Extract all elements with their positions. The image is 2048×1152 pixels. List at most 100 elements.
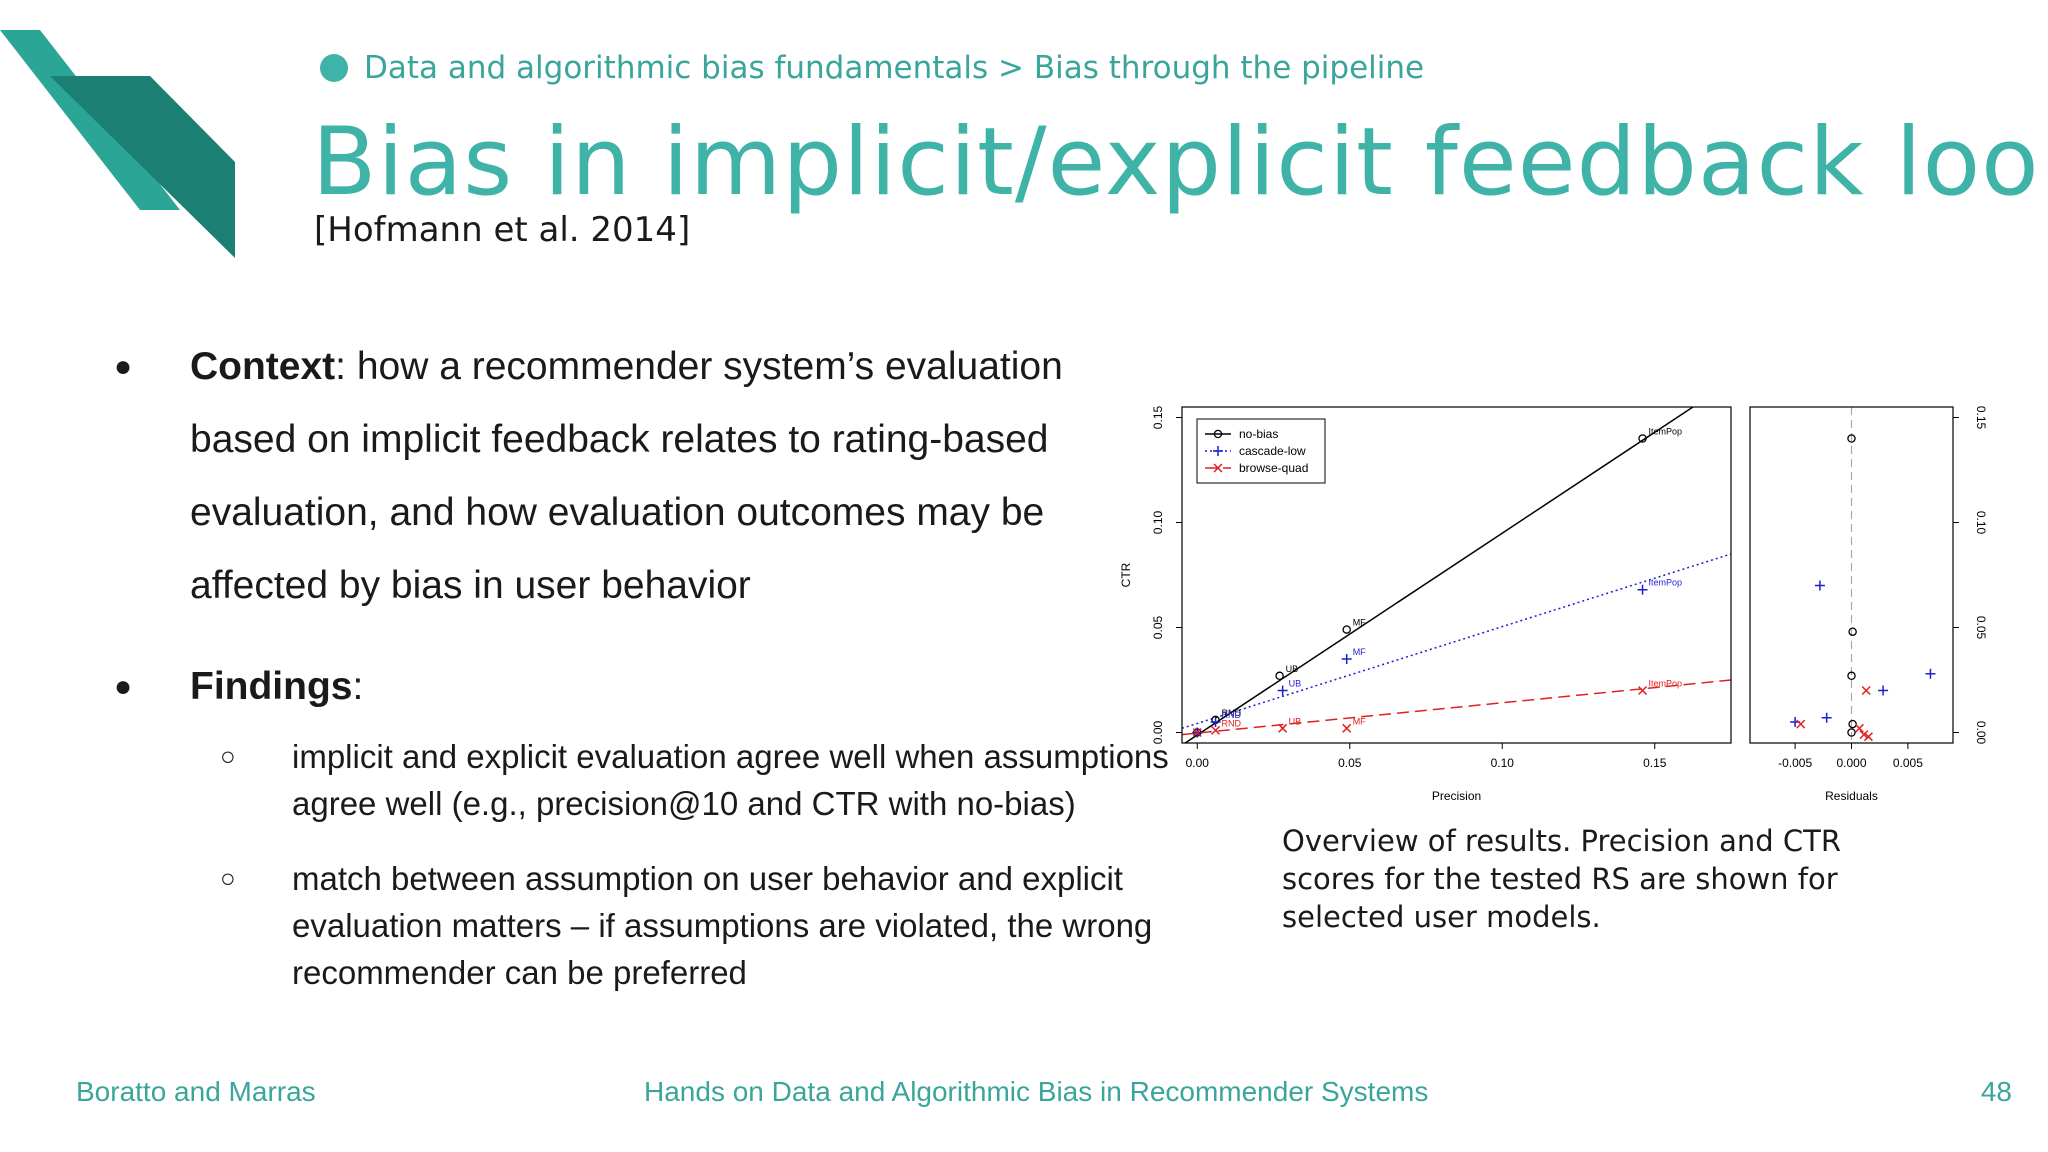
data-point-cascade-low-shape [1210, 717, 1221, 727]
data-point-no-bias-shape [1638, 434, 1647, 443]
data-point-cascade-low [1210, 717, 1221, 727]
right-panel-x-axis-label: Residuals [1825, 789, 1878, 803]
citation: [Hofmann et al. 2014] [314, 210, 691, 250]
data-point-cascade-low [1341, 654, 1352, 664]
bullet-dot-icon: ● [114, 350, 133, 383]
data-point-browse-quad-shape [1211, 725, 1221, 735]
footer-authors: Boratto and Marras [76, 1076, 316, 1107]
data-point-no-bias [1275, 671, 1284, 681]
data-point-no-bias [1847, 728, 1856, 737]
legend-label-cascade-low: cascade-low [1239, 444, 1306, 458]
data-point-browse-quad-shape [1278, 723, 1288, 733]
data-point-cascade-low [1821, 712, 1832, 723]
legend-marker-no-bias-shape [1213, 429, 1223, 439]
finding-item: ○ match between assumption on user behav… [110, 855, 1182, 996]
data-point-no-bias [1848, 627, 1857, 636]
left-panel-x-tick-label: 0.00 [1186, 756, 1210, 770]
data-point-cascade-low-shape [1637, 584, 1648, 595]
data-point-browse-quad [1863, 732, 1873, 742]
right-panel-x-tick-label: 0.005 [1893, 756, 1923, 770]
data-point-browse-quad-shape [1863, 732, 1873, 742]
right-panel-x-tick-label: -0.005 [1778, 756, 1812, 770]
data-point-no-bias-shape [1848, 627, 1857, 636]
hollow-bullet-icon: ○ [220, 741, 236, 771]
data-point-browse-quad [1796, 719, 1806, 729]
data-point-cascade-low-shape [1878, 685, 1889, 696]
data-point-browse-quad [1859, 730, 1869, 740]
data-point-browse-quad-shape [1796, 719, 1806, 729]
point-label-no-bias: RND [1222, 708, 1242, 718]
data-point-cascade-low-shape [1821, 712, 1832, 723]
point-label-cascade-low: RND [1222, 710, 1242, 720]
findings-colon: : [352, 665, 364, 708]
legend-label-browse-quad: browse-quad [1239, 461, 1308, 475]
legend-marker-browse-quad [1213, 463, 1223, 473]
data-point-no-bias [1847, 671, 1856, 681]
legend-marker-cascade-low-shape [1213, 446, 1223, 456]
series-line-browse-quad [1182, 679, 1731, 736]
bullet-dot-icon: ● [114, 670, 133, 703]
left-panel-y-tick-label: 0.05 [1151, 615, 1165, 639]
data-point-no-bias [1342, 625, 1351, 634]
point-label-browse-quad: ItemPop [1649, 679, 1683, 689]
data-point-cascade-low [1814, 580, 1825, 591]
finding-item: ○ implicit and explicit evaluation agree… [110, 733, 1182, 827]
left-panel-y-tick-label: 0.00 [1151, 720, 1165, 744]
data-point-browse-quad-shape [1859, 730, 1869, 740]
finding-text: implicit and explicit evaluation agree w… [292, 738, 1169, 822]
legend-marker-cascade-low [1213, 446, 1223, 456]
left-panel-x-tick-label: 0.10 [1491, 756, 1515, 770]
data-point-no-bias-shape [1342, 625, 1351, 634]
right-panel-y-tick-label: 0.15 [1974, 406, 1988, 430]
point-label-no-bias: ItemPop [1649, 427, 1683, 437]
data-point-browse-quad-shape [1854, 723, 1864, 733]
results-figure: 0.00 0.05 0.10 0.15 0.00 0.05 0.10 0.15 Precisio… [1100, 395, 2020, 815]
data-point-browse-quad-shape [1192, 727, 1202, 738]
left-panel-frame [1181, 406, 1732, 744]
legend-marker-no-bias [1213, 429, 1223, 439]
point-label-no-bias: UB [1286, 664, 1299, 674]
series-line-no-bias [1183, 407, 1695, 743]
right-panel-y-tick-label: 0.00 [1974, 721, 1988, 745]
left-panel-y-axis-label: CTR [1119, 562, 1133, 587]
data-point-browse-quad-shape [1638, 685, 1648, 696]
data-point-cascade-low-shape [1277, 685, 1288, 696]
breadcrumb-dot-icon [320, 54, 348, 82]
right-panel-y-tick-label: 0.10 [1974, 511, 1988, 535]
data-point-cascade-low-shape [1814, 580, 1825, 591]
bullet-list: ● Context: how a recommender system’s ev… [110, 330, 1169, 996]
findings-label: Findings [190, 665, 353, 708]
data-point-cascade-low-shape [1925, 668, 1936, 679]
data-point-cascade-low [1878, 685, 1889, 696]
data-point-browse-quad [1342, 723, 1352, 733]
bullet-findings: ● Findings: [110, 650, 1090, 723]
corner-decoration [0, 30, 235, 258]
data-point-no-bias-shape [1847, 671, 1856, 681]
left-panel-x-tick-label: 0.05 [1338, 756, 1362, 770]
point-label-browse-quad: UB [1289, 716, 1302, 726]
left-panel-plot-area [1182, 407, 1731, 743]
left-panel-x-axis-label: Precision [1432, 789, 1481, 803]
data-point-no-bias [1847, 434, 1856, 443]
data-point-browse-quad [1192, 727, 1202, 738]
results-chart: 0.00 0.05 0.10 0.15 0.00 0.05 0.10 0.15 Precisio… [1119, 405, 1988, 803]
left-panel-y-tick-label: 0.10 [1151, 510, 1165, 534]
data-point-browse-quad [1861, 685, 1871, 696]
data-point-cascade-low [1277, 685, 1288, 696]
data-point-no-bias [1848, 719, 1857, 729]
point-label-no-bias: MF [1353, 618, 1366, 628]
data-point-cascade-low [1637, 584, 1648, 595]
footer-title: Hands on Data and Algorithmic Bias in Re… [644, 1076, 1429, 1107]
data-point-cascade-low [1925, 668, 1936, 679]
data-point-browse-quad [1211, 725, 1221, 735]
hollow-bullet-icon: ○ [220, 863, 236, 893]
page-number: 48 [1980, 1076, 2012, 1107]
data-point-browse-quad-shape [1861, 685, 1871, 696]
right-panel-y-tick-label: 0.05 [1974, 616, 1988, 640]
data-point-browse-quad-shape [1342, 723, 1352, 733]
figure-caption: Overview of results. Precision and CTR s… [1282, 824, 1842, 934]
data-point-browse-quad [1854, 723, 1864, 733]
series-line-cascade-low [1182, 553, 1731, 730]
context-text: : how a recommender system’s evaluation … [190, 345, 1063, 607]
point-label-cascade-low: ItemPop [1649, 578, 1683, 588]
